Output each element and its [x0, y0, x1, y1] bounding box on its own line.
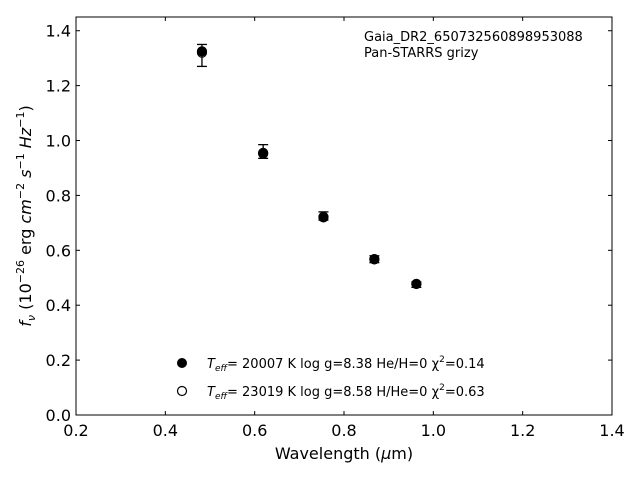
legend-marker-filled: [177, 358, 187, 368]
x-tick-label: 0.8: [331, 421, 356, 440]
annotation-object-name: Gaia_DR2_650732560898953088: [364, 30, 583, 45]
y-tick-label: 0.4: [46, 296, 71, 315]
legend: Teff= 20007 K log g=8.38 He/H=0 χ2=0.14 …: [176, 355, 485, 402]
legend-entry-1: Teff= 20007 K log g=8.38 He/H=0 χ2=0.14: [207, 355, 485, 374]
legend-entry-2: Teff= 23019 K log g=8.58 H/He=0 χ2=0.63: [207, 383, 485, 402]
x-tick-label: 0.4: [153, 421, 178, 440]
y-tick-label: 0.2: [46, 351, 71, 370]
axis-ticks: 0.2 0.4 0.6 0.8 1.0 1.2 1.40.00.20.40.60.81.01…: [46, 17, 625, 440]
data-point-open: [258, 147, 269, 158]
data-point-open: [411, 278, 422, 289]
plot-frame: [75, 16, 613, 416]
y-axis-label: fν (10−26 erg cm−2 s−1 Hz−1): [14, 105, 38, 326]
x-tick-label: 1.4: [599, 421, 624, 440]
y-tick-label: 1.2: [46, 77, 71, 96]
y-tick-label: 0.0: [46, 406, 71, 425]
x-tick-label: 0.6: [242, 421, 267, 440]
y-tick-label: 1.0: [46, 132, 71, 151]
x-tick-label: 1.0: [421, 421, 446, 440]
x-tick-label: 0.2: [63, 421, 88, 440]
data-point-open: [369, 253, 380, 265]
x-tick-label: 1.2: [510, 421, 535, 440]
data-point-open: [318, 211, 329, 222]
data-marks: [196, 43, 422, 290]
x-axis-label: Wavelength (μm): [275, 444, 413, 463]
annotation-survey: Pan-STARRS grizy: [364, 46, 479, 61]
y-tick-label: 0.8: [46, 186, 71, 205]
y-tick-label: 1.4: [46, 22, 71, 41]
data-point-open: [196, 47, 208, 58]
y-tick-label: 0.6: [46, 241, 71, 260]
legend-marker-open: [176, 385, 188, 397]
